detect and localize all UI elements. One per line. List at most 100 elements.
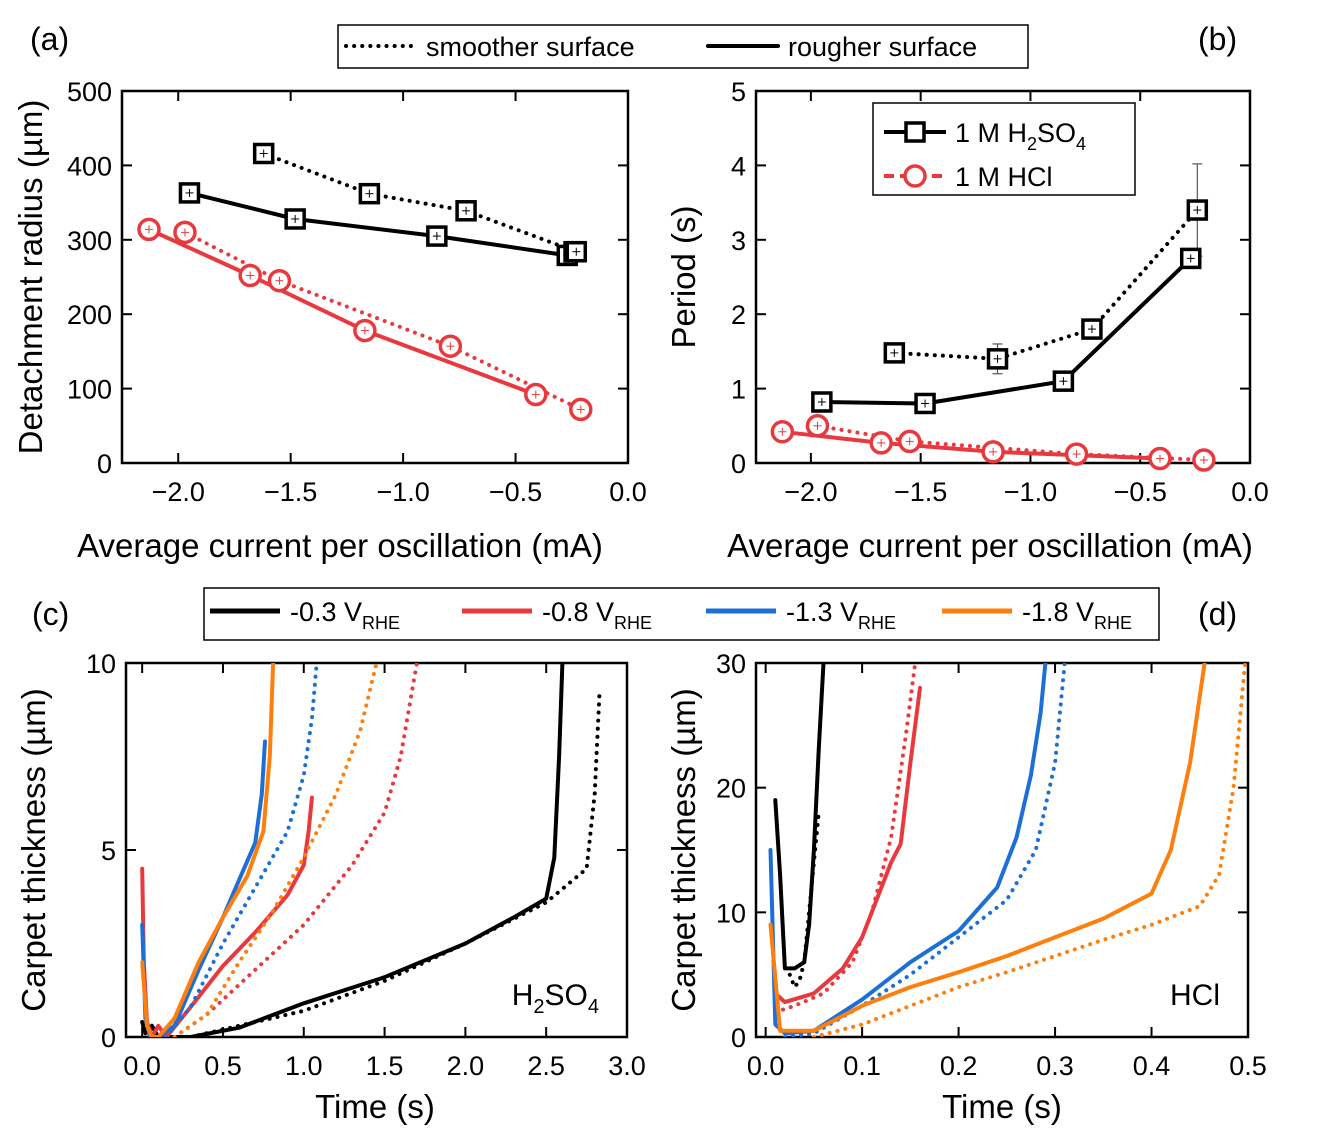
y-axis-label: Detachment radius (µm) — [12, 100, 49, 455]
x-tick-label: 0.0 — [609, 477, 647, 507]
y-tick-label: 200 — [67, 300, 112, 330]
x-tick-label: −1.5 — [894, 477, 947, 507]
top-legend-label: rougher surface — [788, 32, 977, 62]
plot-frame — [120, 89, 630, 465]
x-tick-label: 1.5 — [366, 1051, 404, 1081]
y-tick-label: 5 — [731, 77, 746, 107]
panel-label: (c) — [32, 596, 69, 632]
y-tick-label: 10 — [716, 898, 746, 928]
series-line — [773, 663, 826, 971]
y-tick-label: 1 — [731, 375, 746, 405]
x-tick-label: 0.4 — [1133, 1051, 1171, 1081]
x-tick-label: −1.0 — [376, 477, 429, 507]
inset-legend-circle — [903, 164, 927, 188]
series-line — [164, 663, 319, 1037]
potential-legend-label: -1.8 VRHE — [1022, 597, 1132, 633]
y-tick-label: 30 — [716, 649, 746, 679]
series-line — [187, 190, 576, 258]
panel-d: 0.0 0.1 0.2 0.3 0.4 0.5 0 10 20 30 Time (s) Carpet … — [665, 596, 1267, 1125]
inset-legend — [872, 102, 1136, 196]
y-tick-label: 0 — [97, 449, 112, 479]
x-tick-label: 3.0 — [608, 1051, 646, 1081]
panel-label: (d) — [1198, 596, 1237, 632]
x-tick-label: −1.0 — [1004, 477, 1057, 507]
top-legend — [337, 24, 1029, 69]
panel-b: −2.0 −1.5 −1.0 −0.5 0.0 0 1 2 3 4 5 Average current… — [665, 21, 1269, 564]
x-tick-label: −2.0 — [784, 477, 837, 507]
series-line — [140, 663, 565, 1037]
panel-c: 0.0 0.5 1.0 1.5 2.0 2.5 3.0 0 5 10 Time (s) Carpet … — [15, 596, 646, 1125]
x-tick-label: 0.5 — [204, 1051, 242, 1081]
x-tick-label: 0.0 — [123, 1051, 161, 1081]
series-line — [261, 151, 579, 254]
panel-label: (a) — [30, 21, 69, 57]
inset-legend-label: 1 M HCl — [955, 162, 1053, 192]
series-line — [787, 810, 821, 990]
series-line — [188, 690, 602, 1037]
potential-legend-label: -1.3 VRHE — [786, 597, 896, 633]
y-tick-label: 0 — [731, 1023, 746, 1053]
y-axis-label: Carpet thickness (µm) — [15, 688, 52, 1011]
y-tick-label: 400 — [67, 151, 112, 181]
panel-label: (b) — [1198, 21, 1237, 57]
x-tick-label: 2.5 — [527, 1051, 565, 1081]
x-axis-label: Average current per oscillation (mA) — [77, 527, 603, 564]
legends: smoother surface rougher surface -0.3 VRHE… — [203, 24, 1160, 641]
y-tick-label: 500 — [67, 77, 112, 107]
plot-area — [140, 663, 602, 1037]
x-tick-label: −0.5 — [1114, 477, 1167, 507]
plot-area — [768, 663, 1248, 1037]
inset-legend-item: 1 M H2SO4 — [884, 118, 1086, 154]
series-line — [147, 227, 538, 397]
x-axis-label: Time (s) — [942, 1088, 1062, 1125]
series-line — [140, 663, 276, 1037]
panel-a: −2.0 −1.5 −1.0 −0.5 0.0 0 100 200 300 400 500 Avera… — [12, 21, 647, 564]
series-line — [892, 208, 1200, 361]
series-line — [773, 663, 918, 1015]
x-tick-label: 0.0 — [1231, 477, 1269, 507]
inset-legend-item: 1 M HCl — [884, 162, 1053, 192]
y-axis-label: Period (s) — [665, 205, 702, 348]
x-tick-label: −2.0 — [152, 477, 205, 507]
y-tick-label: 4 — [731, 151, 746, 181]
series-line — [183, 230, 583, 412]
y-tick-label: 3 — [731, 226, 746, 256]
plot-frame — [754, 89, 1252, 465]
x-tick-label: 0.5 — [1229, 1051, 1267, 1081]
x-tick-label: 0.0 — [747, 1051, 785, 1081]
x-axis-label: Average current per oscillation (mA) — [727, 527, 1253, 564]
x-axis-label: Time (s) — [315, 1088, 435, 1125]
plot-area — [780, 163, 1206, 462]
panel-annotation: HCl — [1170, 979, 1220, 1012]
potential-legend — [203, 587, 1160, 641]
series-line — [172, 663, 419, 1037]
y-tick-label: 20 — [716, 774, 746, 804]
x-tick-label: 2.0 — [447, 1051, 485, 1081]
y-tick-label: 0 — [101, 1023, 116, 1053]
potential-legend-label: -0.8 VRHE — [542, 597, 652, 633]
potential-legend-label: -0.3 VRHE — [290, 597, 400, 633]
series-line — [172, 663, 379, 1037]
plot-frame — [754, 661, 1250, 1039]
y-tick-label: 0 — [731, 449, 746, 479]
inset-legend-label: 1 M H2SO4 — [955, 118, 1086, 154]
x-tick-label: −1.5 — [264, 477, 317, 507]
y-tick-label: 2 — [731, 300, 746, 330]
y-tick-label: 10 — [86, 649, 116, 679]
series-line — [773, 685, 922, 1005]
panel-annotation: H2SO4 — [512, 979, 599, 1018]
series-line — [819, 256, 1193, 406]
x-tick-label: −0.5 — [489, 477, 542, 507]
y-tick-label: 100 — [67, 375, 112, 405]
y-tick-label: 300 — [67, 226, 112, 256]
y-tick-label: 5 — [101, 836, 116, 866]
series-line — [768, 663, 1207, 1033]
y-axis-label: Carpet thickness (µm) — [665, 688, 702, 1011]
x-tick-label: 1.0 — [285, 1051, 323, 1081]
x-tick-label: 0.3 — [1036, 1051, 1074, 1081]
inset-legend-square — [904, 121, 926, 143]
x-tick-label: 0.2 — [940, 1051, 978, 1081]
x-tick-label: 0.1 — [843, 1051, 881, 1081]
top-legend-label: smoother surface — [426, 32, 635, 62]
